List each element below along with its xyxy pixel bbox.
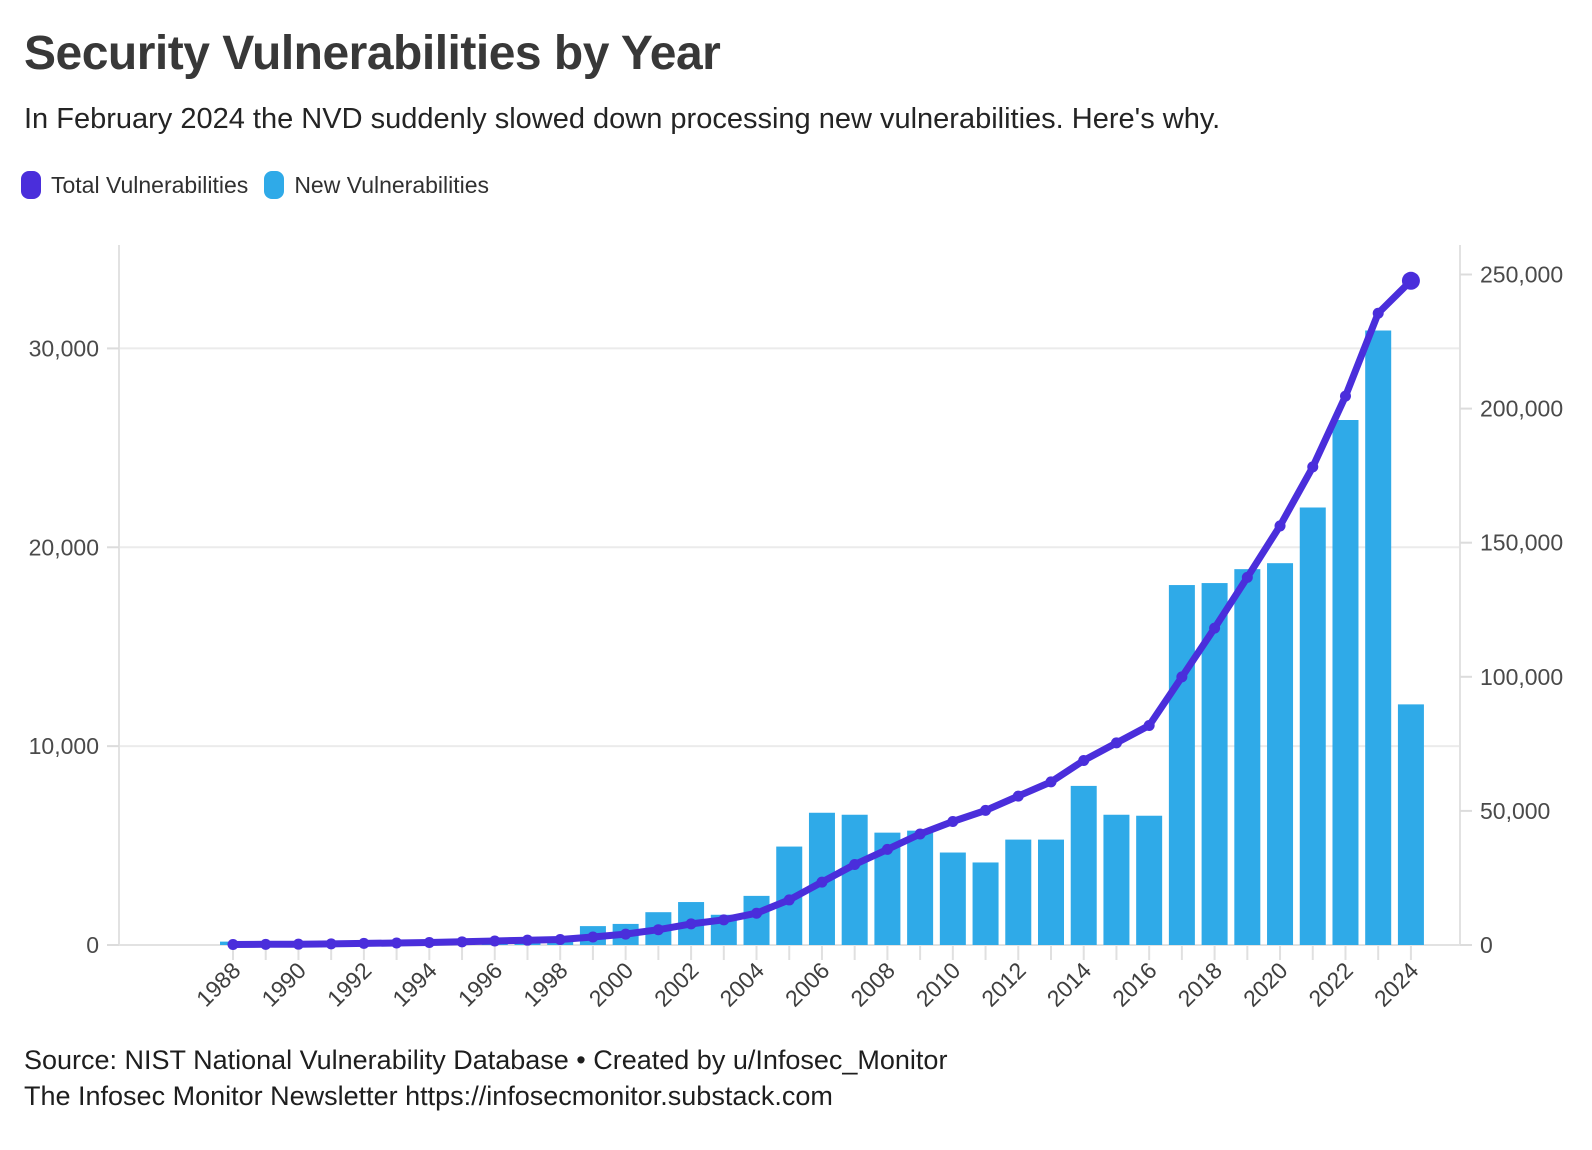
- point-2008: [881, 843, 893, 855]
- bar-2012: [1005, 839, 1032, 945]
- point-2004: [751, 907, 763, 919]
- point-2001: [652, 924, 664, 936]
- x-axis-label: 1998: [518, 957, 573, 1012]
- bar-2017: [1168, 585, 1195, 945]
- bar-2014: [1070, 785, 1097, 945]
- point-2016: [1143, 719, 1155, 731]
- bar-2009: [907, 830, 934, 945]
- footer: Source: NIST National Vulnerability Data…: [24, 1042, 947, 1114]
- left-axis-label: 10,000: [29, 733, 99, 759]
- point-2009: [914, 828, 926, 840]
- point-2014: [1078, 754, 1090, 766]
- bar-2011: [972, 862, 999, 945]
- bar-2004: [743, 895, 770, 945]
- x-axis-label: 2024: [1369, 957, 1424, 1012]
- x-axis-label: 2002: [649, 957, 704, 1012]
- x-axis-label: 2022: [1303, 957, 1358, 1012]
- point-2015: [1110, 737, 1122, 749]
- point-2019: [1241, 571, 1253, 583]
- bar-2013: [1038, 839, 1064, 945]
- point-2000: [620, 928, 632, 940]
- right-axis-label: 200,000: [1480, 396, 1563, 422]
- point-2002: [685, 918, 697, 930]
- right-axis-label: 0: [1480, 932, 1493, 958]
- point-2010: [947, 815, 959, 827]
- left-axis-label: 0: [86, 932, 99, 958]
- bar-2024: [1397, 704, 1424, 945]
- point-1988: [227, 939, 239, 951]
- legend-label-new: New Vulnerabilities: [294, 171, 490, 198]
- x-axis-label: 2020: [1238, 957, 1293, 1012]
- point-1992: [358, 937, 370, 949]
- legend-swatch-new: [264, 171, 285, 199]
- point-1993: [391, 937, 403, 949]
- x-axis-label: 1994: [387, 957, 442, 1012]
- point-1998: [554, 934, 566, 946]
- bar-2015: [1103, 814, 1130, 945]
- x-axis-label: 2000: [584, 957, 639, 1012]
- bar-2019: [1234, 569, 1261, 945]
- legend-swatch-total: [21, 171, 41, 199]
- point-2013: [1045, 776, 1057, 788]
- x-axis-label: 2014: [1042, 957, 1097, 1012]
- point-2022: [1339, 390, 1351, 402]
- x-axis-label: 1992: [322, 957, 377, 1012]
- point-1996: [489, 935, 501, 947]
- point-2023: [1372, 307, 1384, 319]
- bar-2022: [1332, 420, 1359, 945]
- point-2018: [1209, 622, 1221, 634]
- right-axis-label: 100,000: [1480, 664, 1563, 690]
- bar-2007: [841, 814, 868, 945]
- point-1997: [521, 934, 533, 946]
- page-subtitle: In February 2024 the NVD suddenly slowed…: [24, 103, 1221, 135]
- point-2007: [849, 859, 861, 871]
- bar-2016: [1136, 815, 1163, 945]
- right-axis-label: 150,000: [1480, 530, 1563, 556]
- x-axis-label: 1988: [191, 957, 246, 1012]
- bar-2010: [939, 852, 966, 945]
- point-1999: [587, 931, 599, 943]
- page-title: Security Vulnerabilities by Year: [24, 27, 721, 80]
- x-axis-label: 1996: [453, 957, 508, 1012]
- x-axis-label: 2012: [976, 957, 1031, 1012]
- right-axis-label: 50,000: [1480, 798, 1550, 824]
- left-axis-label: 30,000: [29, 335, 99, 361]
- point-1994: [423, 936, 435, 948]
- point-2003: [718, 914, 730, 926]
- point-1989: [260, 938, 272, 950]
- point-2006: [816, 876, 828, 888]
- point-2005: [783, 894, 795, 906]
- x-axis-label: 1990: [256, 957, 311, 1012]
- bar-2023: [1365, 330, 1392, 945]
- bar-2021: [1299, 507, 1326, 945]
- point-2020: [1274, 520, 1286, 532]
- source-line: Source: NIST National Vulnerability Data…: [24, 1045, 948, 1075]
- point-1991: [325, 938, 337, 950]
- legend-label-total: Total Vulnerabilities: [51, 171, 249, 198]
- point-2021: [1307, 461, 1319, 473]
- point-1995: [456, 936, 468, 948]
- point-2024: [1401, 271, 1420, 290]
- point-2012: [1012, 790, 1024, 802]
- x-axis-label: 2010: [911, 957, 966, 1012]
- x-axis-label: 2018: [1173, 957, 1228, 1012]
- legend: Total Vulnerabilities New Vulnerabilitie…: [21, 171, 489, 199]
- x-axis-label: 2006: [780, 957, 835, 1012]
- left-axis-label: 20,000: [29, 534, 99, 560]
- right-axis-label: 250,000: [1480, 262, 1563, 288]
- bar-2020: [1267, 563, 1294, 945]
- legend-item-new: New Vulnerabilities: [264, 171, 489, 199]
- point-2011: [980, 804, 992, 816]
- point-1990: [292, 938, 304, 950]
- newsletter-line: The Infosec Monitor Newsletter https://i…: [24, 1081, 833, 1111]
- x-axis-label: 2008: [845, 957, 900, 1012]
- legend-item-total: Total Vulnerabilities: [21, 171, 248, 199]
- point-2017: [1176, 671, 1188, 683]
- x-axis-label: 2016: [1107, 957, 1162, 1012]
- x-axis-label: 2004: [714, 957, 769, 1012]
